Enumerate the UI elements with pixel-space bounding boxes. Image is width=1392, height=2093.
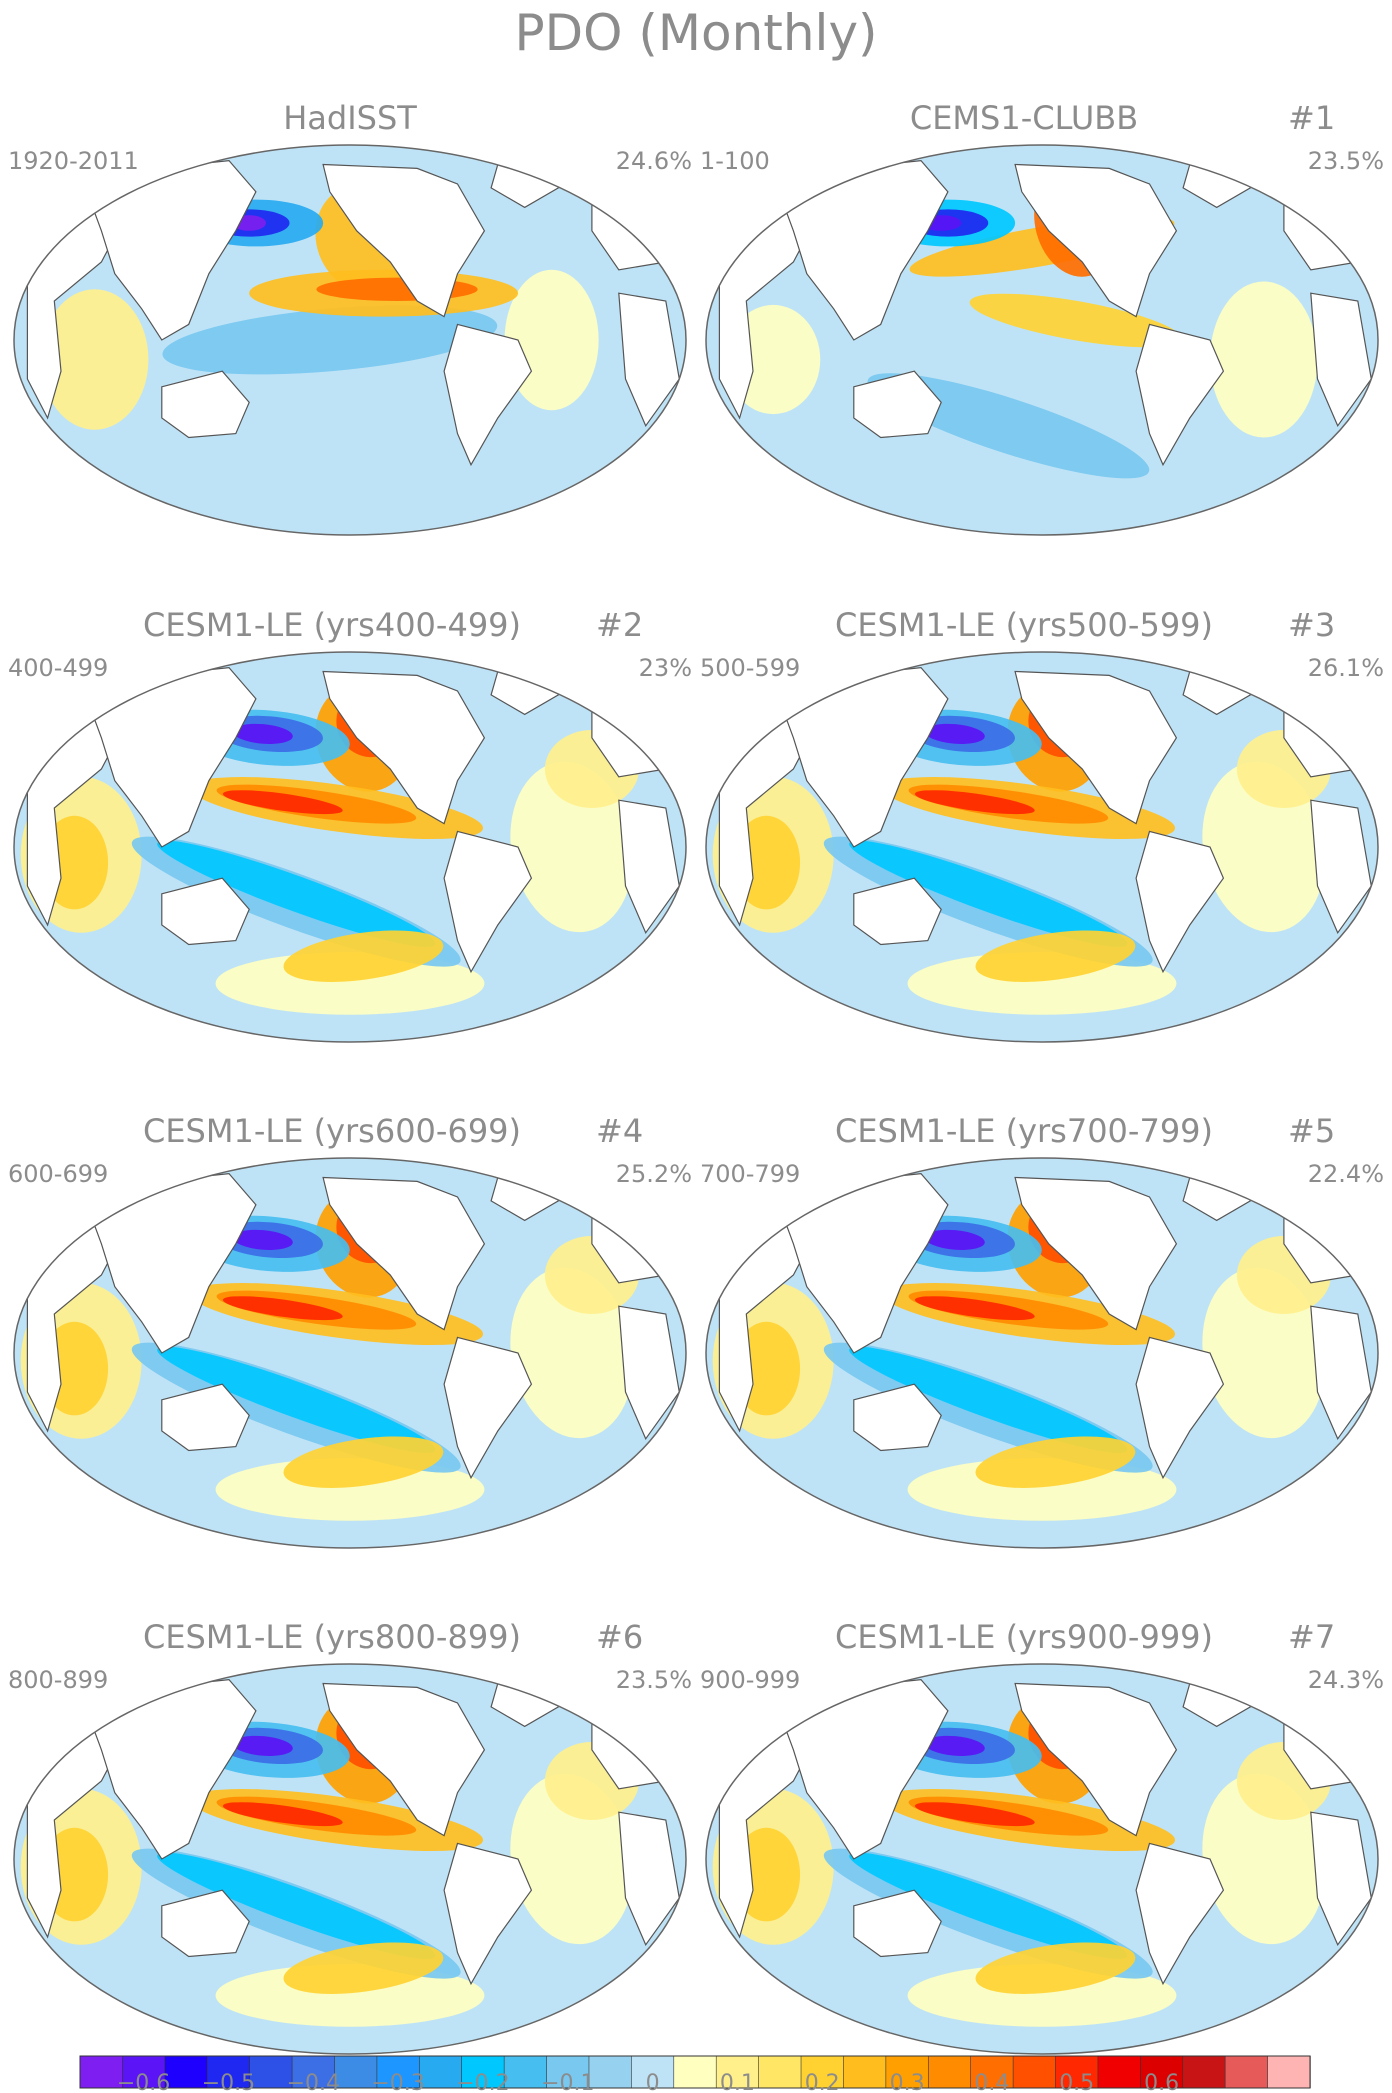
colorbar-tick-label: 0 bbox=[646, 2071, 660, 2093]
panel-title: CESM1-LE (yrs400-499) bbox=[143, 606, 521, 644]
panel-member: #2 bbox=[596, 606, 643, 644]
panel-variance: 22.4% bbox=[1308, 1160, 1384, 1188]
panel-variance: 23.5% bbox=[1308, 147, 1384, 175]
colorbar-swatch bbox=[419, 2055, 463, 2089]
colorbar-swatch bbox=[715, 2055, 760, 2089]
map-outline bbox=[705, 1157, 1379, 1549]
panel-member: #4 bbox=[596, 1112, 643, 1150]
panel-years: 1920-2011 bbox=[8, 147, 139, 175]
colorbar-tick-label: −0.4 bbox=[287, 2071, 340, 2093]
panel-years: 1-100 bbox=[700, 147, 770, 175]
colorbar-tick-label: 0.2 bbox=[805, 2071, 840, 2093]
figure-title: PDO (Monthly) bbox=[514, 4, 877, 62]
colorbar-swatch bbox=[206, 2055, 251, 2089]
map-panel: CESM1-LE (yrs400-499) #2 400-499 23% bbox=[8, 606, 692, 1043]
map-outline bbox=[705, 651, 1379, 1043]
panel-variance: 24.6% bbox=[616, 147, 692, 175]
panel-member: #5 bbox=[1288, 1112, 1335, 1150]
map-outline bbox=[13, 1663, 687, 2055]
panel-years: 500-599 bbox=[700, 654, 800, 682]
colorbar: −0.6 −0.5 −0.4 −0.3 −0.2 −0.1 0 0.1 0.2 0.3 0.4 0.5… bbox=[79, 2055, 1311, 2093]
panel-years: 400-499 bbox=[8, 654, 108, 682]
panel-title: HadISST bbox=[283, 99, 417, 137]
colorbar-swatch bbox=[122, 2055, 166, 2089]
colorbar-tick-label: −0.3 bbox=[371, 2071, 424, 2093]
colorbar-swatch bbox=[1012, 2055, 1057, 2089]
map-panel: CEMS1-CLUBB #1 1-100 23.5% bbox=[700, 99, 1384, 536]
sst-field bbox=[706, 1664, 1378, 2054]
map-outline bbox=[705, 144, 1379, 536]
panel-years: 600-699 bbox=[8, 1160, 108, 1188]
panel-variance: 24.3% bbox=[1308, 1666, 1384, 1694]
map-panel: CESM1-LE (yrs500-599) #3 500-599 26.1% bbox=[700, 606, 1384, 1043]
colorbar-swatch bbox=[1224, 2055, 1269, 2089]
colorbar-swatch bbox=[376, 2055, 421, 2089]
panel-variance: 26.1% bbox=[1308, 654, 1384, 682]
sst-field bbox=[14, 1664, 686, 2054]
colorbar-tick-label: −0.2 bbox=[456, 2071, 509, 2093]
colorbar-swatch bbox=[1182, 2055, 1226, 2089]
sst-field bbox=[14, 652, 686, 1042]
map-panel: HadISST 1920-2011 24.6% bbox=[8, 99, 692, 536]
colorbar-swatch bbox=[631, 2055, 675, 2089]
map-panels: HadISST 1920-2011 24.6% CEMS1-CLUBB #1 1-100 2… bbox=[8, 99, 1384, 2055]
colorbar-swatch bbox=[885, 2055, 929, 2089]
sst-field bbox=[14, 1158, 686, 1548]
colorbar-swatch bbox=[1267, 2055, 1311, 2089]
colorbar-tick-label: 0.4 bbox=[974, 2071, 1009, 2093]
panel-years: 800-899 bbox=[8, 1666, 108, 1694]
colorbar-tick-label: 0.6 bbox=[1144, 2071, 1179, 2093]
colorbar-swatch bbox=[1140, 2055, 1184, 2089]
panel-title: CESM1-LE (yrs900-999) bbox=[835, 1618, 1213, 1656]
panel-member: #3 bbox=[1288, 606, 1335, 644]
panel-member: #7 bbox=[1288, 1618, 1335, 1656]
panel-title: CESM1-LE (yrs600-699) bbox=[143, 1112, 521, 1150]
colorbar-swatch bbox=[758, 2055, 802, 2089]
panel-title: CESM1-LE (yrs700-799) bbox=[835, 1112, 1213, 1150]
map-outline bbox=[13, 144, 687, 536]
panel-title: CEMS1-CLUBB bbox=[910, 99, 1138, 137]
panel-title: CESM1-LE (yrs500-599) bbox=[835, 606, 1213, 644]
colorbar-swatch bbox=[843, 2055, 887, 2089]
panel-years: 900-999 bbox=[700, 1666, 800, 1694]
colorbar-swatch bbox=[970, 2055, 1014, 2089]
map-outline bbox=[13, 1157, 687, 1549]
colorbar-tick-label: −0.1 bbox=[541, 2071, 594, 2093]
colorbar-swatch bbox=[588, 2055, 633, 2089]
colorbar-swatch bbox=[673, 2055, 717, 2089]
panel-variance: 25.2% bbox=[616, 1160, 692, 1188]
map-outline bbox=[705, 1663, 1379, 2055]
colorbar-swatch bbox=[927, 2055, 972, 2089]
map-outline bbox=[13, 651, 687, 1043]
sst-field bbox=[706, 652, 1378, 1042]
colorbar-tick-label: 0.1 bbox=[720, 2071, 755, 2093]
colorbar-tick-label: 0.3 bbox=[890, 2071, 925, 2093]
map-panel: CESM1-LE (yrs800-899) #6 800-899 23.5% bbox=[8, 1618, 692, 2055]
sst-field bbox=[706, 1158, 1378, 1548]
map-panel: CESM1-LE (yrs700-799) #5 700-799 22.4% bbox=[700, 1112, 1384, 1549]
sst-field bbox=[14, 145, 686, 535]
colorbar-tick-label: 0.5 bbox=[1059, 2071, 1094, 2093]
sst-field bbox=[706, 145, 1378, 535]
panel-member: #6 bbox=[596, 1618, 643, 1656]
colorbar-tick-label: −0.6 bbox=[117, 2071, 170, 2093]
map-panel: CESM1-LE (yrs600-699) #4 600-699 25.2% bbox=[8, 1112, 692, 1549]
map-panel: CESM1-LE (yrs900-999) #7 900-999 24.3% bbox=[700, 1618, 1384, 2055]
panel-variance: 23.5% bbox=[616, 1666, 692, 1694]
panel-member: #1 bbox=[1288, 99, 1335, 137]
panel-title: CESM1-LE (yrs800-899) bbox=[143, 1618, 521, 1656]
colorbar-swatch bbox=[1097, 2055, 1142, 2089]
panel-years: 700-799 bbox=[700, 1160, 800, 1188]
panel-variance: 23% bbox=[639, 654, 692, 682]
colorbar-tick-label: −0.5 bbox=[202, 2071, 255, 2093]
